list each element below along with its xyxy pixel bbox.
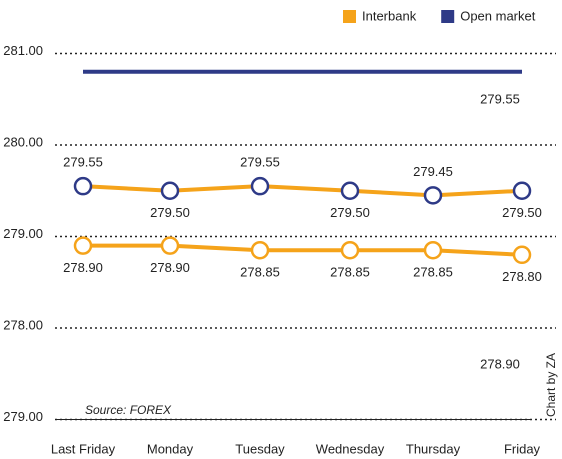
legend-label: Interbank: [362, 8, 417, 23]
marker: [423, 240, 443, 260]
marker: [160, 236, 180, 255]
value-label: 278.85: [240, 265, 280, 280]
marker: [340, 181, 360, 200]
marker: [73, 236, 93, 255]
marker: [250, 176, 270, 196]
marker: [340, 240, 360, 260]
value-label: 278.90: [63, 260, 103, 275]
value-label: 279.50: [150, 205, 190, 220]
legend-swatch: [441, 10, 455, 23]
marker: [512, 181, 532, 200]
source-note: Source: FOREX: [85, 403, 172, 417]
marker: [512, 245, 532, 265]
marker: [160, 181, 180, 200]
x-tick-label: Monday: [147, 441, 194, 456]
y-tick-label: 280.00: [3, 134, 43, 149]
x-tick-label: Thursday: [406, 441, 461, 456]
marker: [250, 240, 270, 260]
annotation: 279.55: [480, 91, 520, 106]
x-tick-label: Friday: [504, 441, 541, 456]
value-label: 279.55: [240, 155, 280, 170]
value-label: 279.45: [413, 164, 453, 179]
x-tick-label: Wednesday: [316, 441, 385, 456]
marker: [73, 176, 93, 196]
marker: [423, 186, 443, 205]
y-tick-label: 278.00: [3, 317, 43, 332]
value-label: 279.50: [330, 205, 370, 220]
y-tick-label: 279.00: [3, 409, 43, 424]
value-label: 278.85: [413, 265, 453, 280]
value-label: 279.55: [63, 155, 103, 170]
series-line: [83, 243, 523, 257]
series-line: [82, 184, 523, 198]
value-label: 278.90: [150, 260, 190, 275]
y-tick-label: 279.00: [3, 226, 43, 241]
legend-swatch: [343, 10, 356, 23]
value-label: 279.50: [502, 205, 542, 220]
value-label: 278.80: [502, 269, 542, 284]
value-label: 278.85: [330, 265, 370, 280]
legend-label: Open market: [460, 8, 536, 23]
annotation: 278.90: [480, 356, 520, 371]
credit: Chart by ZA: [544, 353, 558, 417]
x-tick-label: Tuesday: [235, 441, 285, 456]
x-tick-label: Last Friday: [51, 441, 116, 456]
y-tick-label: 281.00: [3, 43, 43, 58]
